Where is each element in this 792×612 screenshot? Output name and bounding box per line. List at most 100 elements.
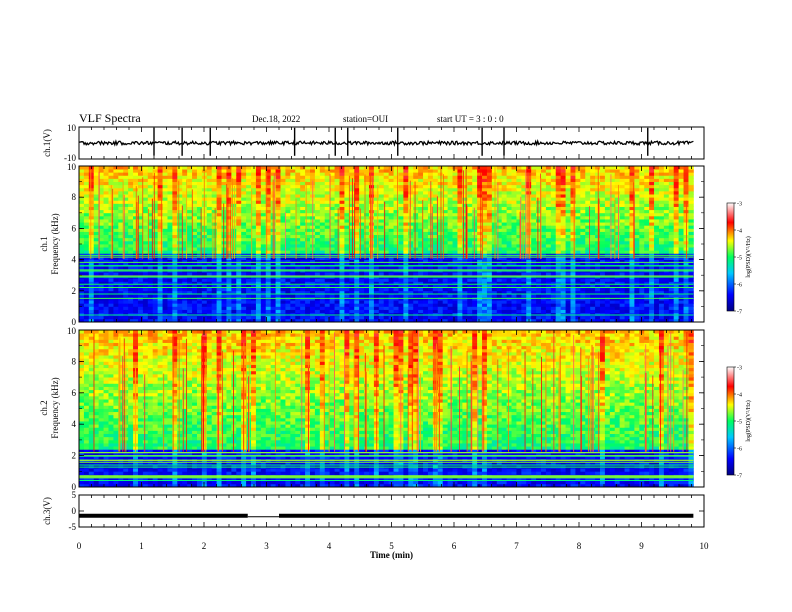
spectrogram-cell [472,194,478,198]
spectrogram-cell [373,247,380,251]
spectrogram-cell [432,209,439,214]
spectrogram-cell [182,306,188,310]
spectrogram-cell [187,197,193,201]
spectrogram-cell [531,300,537,304]
spectrogram-cell [354,175,360,179]
spectrogram-cell [536,244,542,248]
spectrogram-cell [172,200,178,204]
spectrogram-cell [383,225,390,229]
spectrogram-cell [305,228,311,232]
spectrogram-cell [123,306,129,310]
spectrogram-cell [467,181,473,186]
spectrogram-cell [516,209,522,214]
spectrogram-cell [324,169,331,173]
spectrogram-cell [496,197,503,201]
spectrogram-cell [452,219,458,223]
spectrogram-cell [93,181,100,186]
spectrogram-cell [491,181,498,186]
spectrogram-cell [403,247,409,251]
spectrogram-cell [265,172,272,176]
spectrogram-cell [295,315,301,320]
spectrogram-cell [88,225,95,229]
spectrogram-cell [319,222,326,226]
spectrogram-cell [486,262,493,267]
spectrogram-cell [383,190,390,195]
spectrogram-cell [354,184,360,189]
spectrogram-cell [447,212,453,217]
spectrogram-cell [349,300,355,304]
spectrogram-cell [324,184,331,189]
spectrogram-cell [157,244,163,248]
spectrogram-cell [334,290,340,295]
spectrogram-cell [536,272,542,276]
spectrogram-cell [344,300,350,304]
spectrogram-cell [344,231,350,236]
spectrogram-cell [418,250,424,254]
spectrogram-cell [447,287,453,292]
spectrogram-cell [516,219,522,223]
spectrogram-cell [403,215,409,220]
spectrogram-cell [339,206,345,211]
spectrogram-cell [447,247,453,251]
spectrogram-cell [388,181,394,186]
spectrogram-cell [295,256,301,260]
spectrogram-cell [280,306,286,310]
spectrogram-cell [137,181,144,186]
spectrogram-cell [162,284,168,289]
spectrogram-cell [339,203,345,207]
spectrogram-cell [354,203,360,207]
spectrogram-cell [511,228,517,232]
spectrogram-cell [314,197,321,201]
spectrogram-cell [147,215,154,220]
spectrogram-cell [118,209,124,214]
spectrogram-cell [246,222,252,226]
spectrogram-cell [206,300,213,304]
spectrogram-cell [275,318,281,323]
spectrogram-cell [447,166,453,170]
spectrogram-cell [462,166,468,170]
spectrogram-cell [103,187,109,192]
spectrogram-cell [364,172,370,176]
spectrogram-cell [477,262,483,267]
spectrogram-cell [251,194,257,198]
spectrogram-cell [364,244,370,248]
spectrogram-cell [418,190,424,195]
spectrogram-cell [201,315,208,320]
spectrogram-cell [123,281,129,285]
spectrogram-cell [403,225,409,229]
spectrogram-cell [388,290,394,295]
spectrogram-cell [300,312,306,317]
spectrogram-cell [88,234,95,239]
spectrogram-cell [408,222,414,226]
spectrogram-cell [172,265,178,270]
spectrogram-cell [295,259,301,264]
spectrogram-cell [255,234,262,239]
spectrogram-cell [329,256,335,260]
spectrogram-cell [295,181,301,186]
spectrogram-cell [457,284,463,289]
spectrogram-cell [545,318,552,323]
spectrogram-cell [241,240,247,245]
spectrogram-cell [182,178,188,182]
spectrogram-cell [447,219,453,223]
spectrogram-cell [472,272,478,276]
spectrogram-cell [432,228,439,232]
spectrogram-cell [432,222,439,226]
spectrogram-cell [300,265,306,270]
spectrogram-cell [477,222,483,226]
spectrogram-cell [137,309,144,314]
spectrogram-cell [344,272,350,276]
spectrogram-cell [432,244,439,248]
spectrogram-cell [133,194,139,198]
spectrogram-cell [137,234,144,239]
spectrogram-cell [285,318,291,323]
spectrogram-cell [403,240,409,245]
spectrogram-cell [133,209,139,214]
spectrogram-cell [354,212,360,217]
spectrogram-cell [457,247,463,251]
spectrogram-cell [482,293,488,298]
spectrogram-cell [462,219,468,223]
spectrogram-cell [314,244,321,248]
spectrogram-cell [93,234,100,239]
spectrogram-cell [501,181,508,186]
